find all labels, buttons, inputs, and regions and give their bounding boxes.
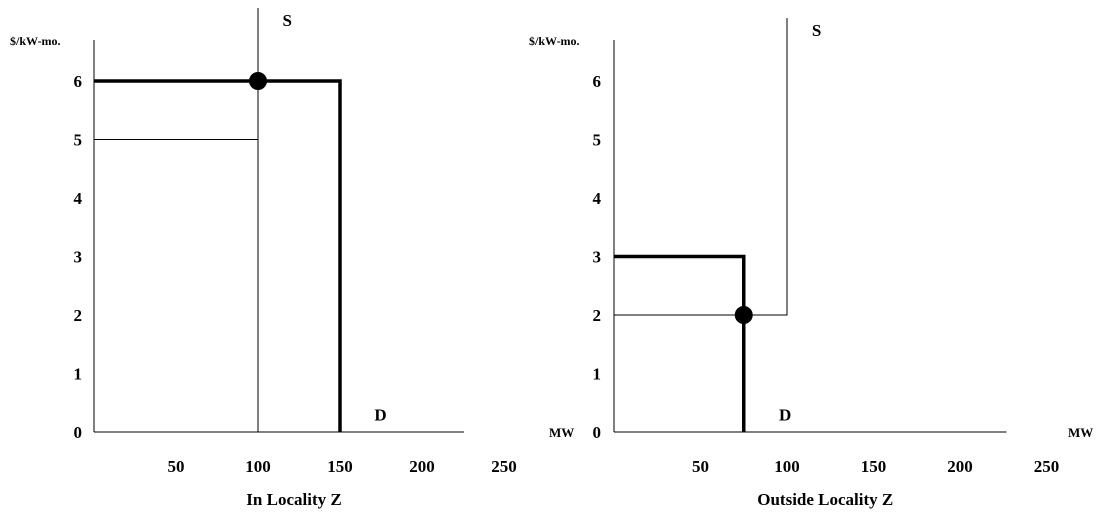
chart-1-x-tick-label: 100 xyxy=(245,457,271,476)
chart-1-x-tick-label: 150 xyxy=(327,457,353,476)
chart-1-y-tick-label: 1 xyxy=(74,365,83,384)
chart-2-y-axis-label: $/kW-mo. xyxy=(529,34,580,48)
chart-1-y-tick-label: 3 xyxy=(74,248,83,267)
chart-1-y-tick-label: 5 xyxy=(74,131,83,150)
chart-2-y-tick-label: 0 xyxy=(593,423,602,442)
chart-2-x-tick-label: 150 xyxy=(861,457,887,476)
chart-2-series-label-d: D xyxy=(779,405,791,424)
chart-2-title: Outside Locality Z xyxy=(757,490,893,509)
chart-1-y-axis-label: $/kW-mo. xyxy=(10,34,61,48)
chart-1-y-tick-label: 2 xyxy=(74,306,83,325)
chart-1-x-axis-label: MW xyxy=(549,425,574,440)
chart-1-series-label-s: S xyxy=(283,11,292,30)
chart-2-x-tick-label: 250 xyxy=(1034,457,1060,476)
chart-2-x-axis-label: MW xyxy=(1068,425,1093,440)
chart-1-y-tick-label: 0 xyxy=(74,423,83,442)
chart-1-d-curve xyxy=(94,79,342,432)
chart-2-s-curve xyxy=(614,18,788,316)
chart-2-y-tick-label: 6 xyxy=(593,72,602,91)
chart-1-title: In Locality Z xyxy=(246,490,341,509)
chart-2-equilibrium-point xyxy=(734,306,753,324)
chart-2-y-tick-label: 5 xyxy=(593,131,602,150)
chart-2-y-tick-label: 1 xyxy=(593,365,602,384)
chart-1-x-tick-label: 250 xyxy=(491,457,517,476)
chart-2-x-tick-label: 200 xyxy=(947,457,973,476)
chart-1-y-tick-label: 6 xyxy=(74,72,83,91)
chart-2-d-curve xyxy=(614,254,746,432)
chart-2-x-tick-label: 100 xyxy=(774,457,800,476)
chart-1-x-tick-label: 50 xyxy=(168,457,185,476)
chart-1-equilibrium-point xyxy=(249,72,267,90)
chart-2-y-tick-label: 4 xyxy=(593,189,602,208)
chart-2-y-tick-label: 3 xyxy=(593,248,602,267)
chart-1-x-tick-label: 200 xyxy=(409,457,435,476)
chart-1-series-label-d: D xyxy=(374,405,386,424)
chart-1-y-tick-label: 4 xyxy=(74,189,83,208)
chart-2-y-tick-label: 2 xyxy=(593,306,602,325)
chart-2-series-label-s: S xyxy=(812,21,821,40)
chart-2-x-tick-label: 50 xyxy=(692,457,709,476)
